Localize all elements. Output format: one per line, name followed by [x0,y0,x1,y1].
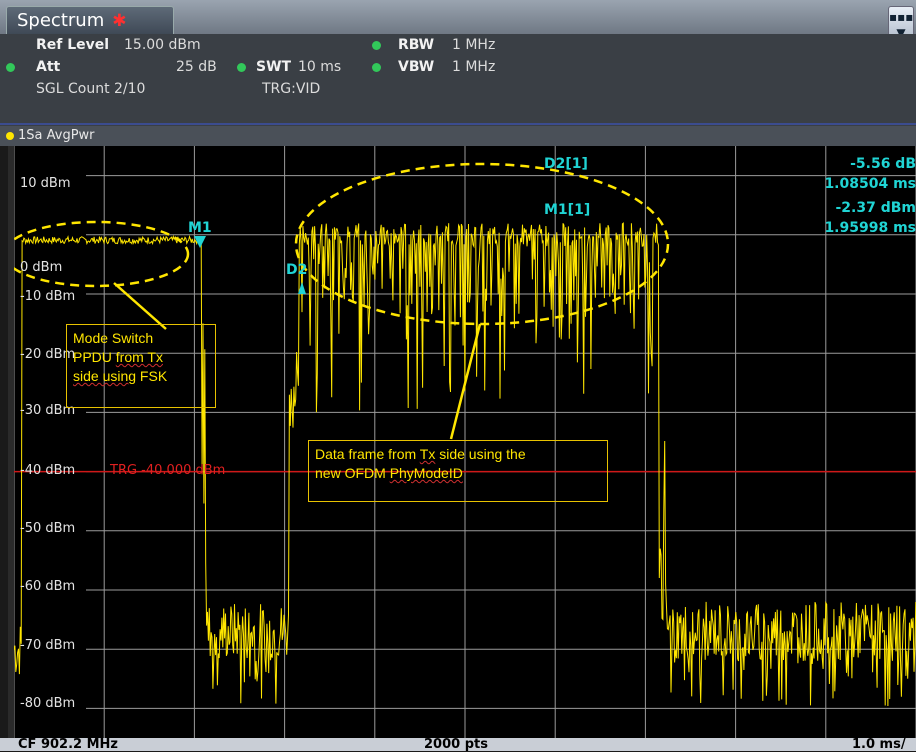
star-icon: ✱ [112,11,127,31]
mode-switch-ellipse [14,220,190,288]
y-tick-label: -50 dBm [20,521,76,536]
vbw-label: VBW [398,59,435,75]
annotation-text: side using the [435,446,526,462]
annotation-text: Data frame from [315,446,420,462]
ref-level-value: 15.00 dBm [124,37,201,53]
d2-marker-icon [298,282,306,294]
annotation-line: side using FSK [73,367,209,386]
annotation-text: PhyModeID [389,465,463,481]
att-label: Att [36,59,61,75]
att-value: 25 dB [176,59,217,75]
annotation-text: PPDU [73,349,116,365]
annotation-line: PPDU from Tx [73,348,209,367]
vbw-status-icon [372,63,381,72]
y-tick-label: -20 dBm [20,347,76,362]
annotation-text: new OFDM [315,465,390,481]
data-frame-ellipse [294,162,670,326]
annotation-line: new OFDM PhyModeID [315,464,601,483]
trigger-source: TRG:VID [262,81,321,97]
m1-readout-level: -2.37 dBm [835,200,916,216]
y-tick-label: -70 dBm [20,638,76,653]
annotation-text: FSK [136,368,168,384]
vbw-value: 1 MHz [452,59,496,75]
sweep-points: 2000 pts [424,737,488,752]
y-tick-label: -80 dBm [20,696,76,711]
swt-value: 10 ms [298,59,342,75]
plot-left-border [8,146,14,738]
d2-readout-time: 1.08504 ms [824,176,916,192]
att-status-icon [6,63,15,72]
trigger-label: TRG -40.000 dBm [110,463,226,478]
data-frame-pointer [449,323,482,440]
sgl-count: SGL Count 2/10 [36,81,146,97]
tab-spectrum[interactable]: Spectrum ✱ [6,6,174,34]
m1-readout-time: 1.95998 ms [824,220,916,236]
m1-marker-icon [194,236,206,248]
time-per-div: 1.0 ms/ [852,737,906,752]
annotation-line: Data frame from Tx side using the [315,445,601,464]
trace-indicator-icon [6,132,14,140]
trace-line [14,222,916,707]
divider [0,123,916,125]
rbw-label: RBW [398,37,435,53]
swt-status-icon [237,63,246,72]
rbw-value: 1 MHz [452,37,496,53]
ref-level-label: Ref Level [36,37,110,53]
y-tick-label: 10 dBm [20,176,71,191]
m1-marker-label: M1 [188,220,212,236]
plot-svg [14,146,916,738]
mode-switch-annotation: Mode Switch PPDU from Tx side using FSK [66,324,216,408]
footer-bar: CF 902.2 MHz 2000 pts 1.0 ms/ [0,738,916,751]
d2-readout-level: -5.56 dB [850,156,916,172]
more-icon: ▪▪▪ ▼ [889,10,914,40]
spectrum-plot[interactable]: 10 dBm 0 dBm -10 dBm -20 dBm -30 dBm -40… [14,146,916,738]
annotation-text: Tx [419,446,436,462]
mode-switch-pointer [113,282,167,330]
trace-label: 1Sa AvgPwr [18,128,95,143]
m1-readout-label: M1[1] [544,202,591,218]
y-tick-label: -10 dBm [20,289,76,304]
center-frequency: CF 902.2 MHz [18,737,118,752]
y-tick-label: -60 dBm [20,579,76,594]
data-frame-annotation: Data frame from Tx side using the new OF… [308,440,608,502]
y-tick-label: -40 dBm [20,463,76,478]
rbw-status-icon [372,41,381,50]
y-tick-label: -30 dBm [20,403,76,418]
annotation-text: side using [73,368,137,384]
settings-panel: Ref Level 15.00 dBm RBW 1 MHz Att 25 dB … [0,34,916,126]
annotation-line: Mode Switch [73,330,154,346]
y-tick-label: 0 dBm [20,260,63,275]
tab-label: Spectrum [17,10,105,31]
trace-bar: 1Sa AvgPwr [0,126,916,146]
d2-readout-label: D2[1] [544,156,588,172]
d2-marker-label: D2 [286,262,308,278]
swt-label: SWT [256,59,292,75]
annotation-text: from Tx [115,349,163,365]
